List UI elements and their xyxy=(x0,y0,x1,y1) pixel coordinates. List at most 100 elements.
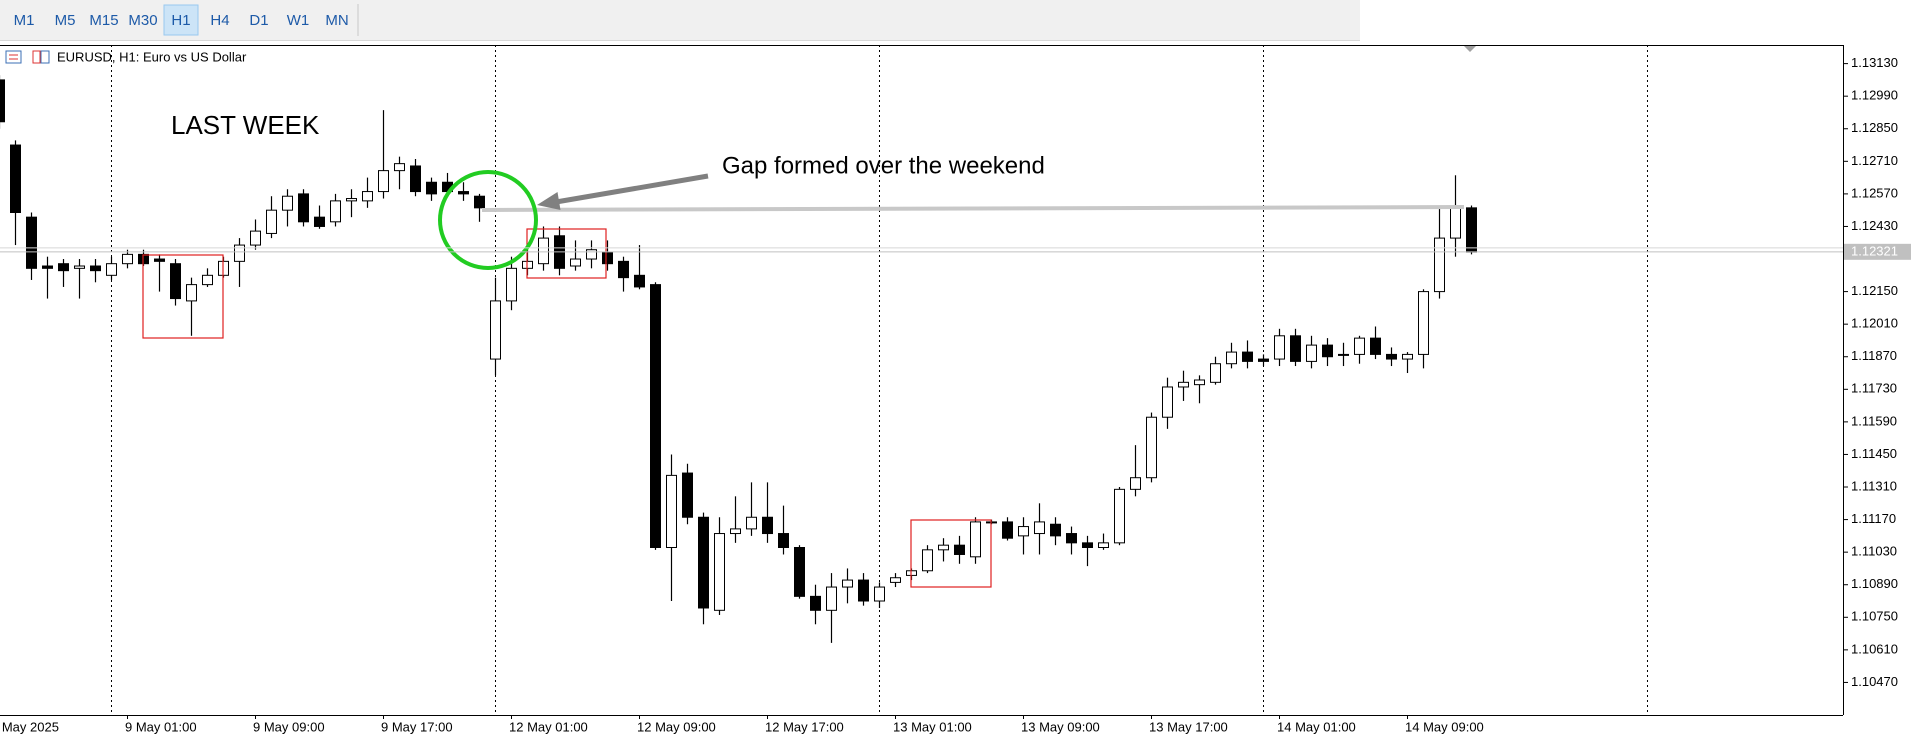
candle-body xyxy=(1114,488,1125,544)
candle-body xyxy=(234,244,245,262)
candle-body xyxy=(1178,381,1189,388)
candle xyxy=(570,240,581,271)
candle xyxy=(1402,352,1413,374)
candle xyxy=(74,259,85,299)
candle-body xyxy=(922,549,933,572)
candle-body xyxy=(170,263,181,300)
candle-body xyxy=(538,237,549,265)
timeframe-label: H1 xyxy=(171,12,190,29)
candle-body xyxy=(1194,379,1205,386)
candle-body xyxy=(1034,521,1045,535)
candle-body xyxy=(186,284,197,302)
candle xyxy=(954,535,965,564)
candle xyxy=(794,545,805,599)
y-tick-label: 1.11590 xyxy=(1851,413,1897,428)
timeframe-button[interactable]: H4 xyxy=(210,12,229,29)
candle-body xyxy=(26,216,37,269)
y-tick-label: 1.12710 xyxy=(1851,153,1898,168)
candle-body xyxy=(1354,337,1365,355)
timeframe-button[interactable]: M15 xyxy=(89,12,118,29)
candle-body xyxy=(250,230,261,246)
candle-body xyxy=(826,586,837,611)
candle xyxy=(1210,356,1221,385)
candle xyxy=(266,196,277,239)
y-tick-label: 1.10470 xyxy=(1851,674,1898,689)
timeframe-label: M5 xyxy=(55,12,76,29)
timeframe-button[interactable]: M1 xyxy=(14,12,35,29)
y-tick-label: 1.11870 xyxy=(1851,348,1897,363)
candle-body xyxy=(1050,523,1061,537)
candle xyxy=(1002,517,1013,541)
x-tick-label: 13 May 01:00 xyxy=(893,719,972,734)
candle-body xyxy=(1466,207,1477,253)
timeframe-button[interactable]: M30 xyxy=(128,12,157,29)
candle-body xyxy=(1210,363,1221,383)
candle-body xyxy=(410,165,421,193)
candle-body xyxy=(954,544,965,555)
candle-body xyxy=(1082,542,1093,549)
candle-body xyxy=(1290,335,1301,362)
candle xyxy=(458,182,469,201)
candle xyxy=(922,545,933,574)
highlight-box xyxy=(142,254,224,339)
timeframe-button[interactable]: H1 xyxy=(163,4,199,36)
candle xyxy=(1082,535,1093,567)
x-tick-label: 14 May 09:00 xyxy=(1405,719,1484,734)
candle xyxy=(842,568,853,604)
y-tick-label: 1.12430 xyxy=(1851,218,1898,233)
candle-body xyxy=(298,193,309,223)
candle xyxy=(730,496,741,543)
candle xyxy=(1338,342,1349,367)
candle-body xyxy=(762,516,773,535)
candle xyxy=(346,189,357,218)
candle xyxy=(314,205,325,229)
candle xyxy=(186,277,197,336)
candle xyxy=(890,573,901,588)
candle-body xyxy=(266,209,277,234)
candle xyxy=(1034,503,1045,555)
current-price-box xyxy=(1844,243,1911,260)
candle xyxy=(58,259,69,287)
candle-body xyxy=(362,191,373,202)
candle xyxy=(1098,533,1109,550)
candle-body xyxy=(1306,344,1317,362)
y-tick-label: 1.11170 xyxy=(1851,511,1896,526)
candle xyxy=(298,189,309,227)
candle xyxy=(682,463,693,525)
candle-body xyxy=(874,586,885,602)
candle-body xyxy=(698,516,709,609)
candle-body xyxy=(1370,337,1381,355)
candle-body xyxy=(426,181,437,195)
timeframe-button[interactable]: W1 xyxy=(287,12,310,29)
candle xyxy=(1226,342,1237,369)
timeframe-button[interactable]: M5 xyxy=(55,12,76,29)
candle-body xyxy=(10,144,21,214)
timeframe-button[interactable]: MN xyxy=(325,12,348,29)
timeframe-label: M15 xyxy=(89,12,118,29)
candle-body xyxy=(1098,542,1109,549)
candle xyxy=(586,240,597,269)
candle xyxy=(362,177,373,208)
y-tick-label: 1.11450 xyxy=(1851,446,1897,461)
candle xyxy=(394,156,405,190)
chart-title: EURUSD, H1: Euro vs US Dollar xyxy=(57,49,247,64)
x-tick-label: 9 May 17:00 xyxy=(381,719,453,734)
y-tick-label: 1.10610 xyxy=(1851,641,1898,656)
current-price: 1.12321 xyxy=(0,243,1911,260)
shift-marker xyxy=(1464,46,1476,52)
candle-body xyxy=(1226,351,1237,365)
timeframe-label: M30 xyxy=(128,12,157,29)
candle-body xyxy=(58,263,69,272)
candle-body xyxy=(0,79,5,123)
timeframe-button[interactable]: D1 xyxy=(249,12,268,29)
candle xyxy=(858,573,869,606)
y-tick-label: 1.12010 xyxy=(1851,316,1898,331)
candle-body xyxy=(1258,358,1269,362)
candle-body xyxy=(778,533,789,549)
candle xyxy=(234,238,245,287)
candle xyxy=(762,482,773,543)
candle xyxy=(1290,328,1301,367)
candle xyxy=(1274,328,1285,367)
x-tick-label: 8 May 2025 xyxy=(0,719,59,734)
